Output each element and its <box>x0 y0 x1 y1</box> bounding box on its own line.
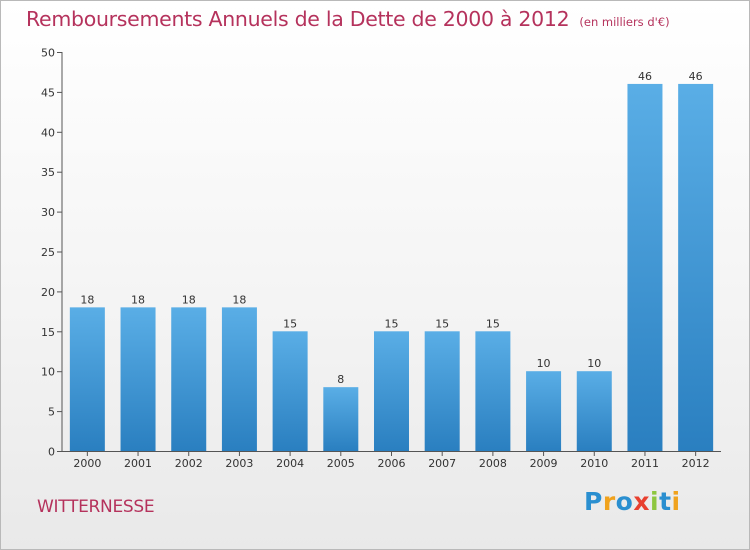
bar-2000 <box>69 307 105 451</box>
value-label: 18 <box>232 293 246 306</box>
bar-2003 <box>221 307 257 451</box>
value-label: 18 <box>182 293 196 306</box>
value-label: 15 <box>283 317 297 330</box>
value-label: 46 <box>689 70 703 83</box>
x-tick-label: 2006 <box>378 457 406 470</box>
brand-letter: P <box>584 487 603 516</box>
value-label: 18 <box>80 293 94 306</box>
y-tick-label: 30 <box>41 206 55 219</box>
x-tick-label: 2007 <box>428 457 456 470</box>
x-tick-label: 2003 <box>225 457 253 470</box>
y-tick-label: 15 <box>41 326 55 339</box>
value-label: 10 <box>587 357 601 370</box>
bar-2002 <box>171 307 207 451</box>
y-tick-label: 40 <box>41 126 55 139</box>
value-label: 15 <box>486 317 500 330</box>
bars-group: 18 18 18 18 15 8 15 15 15 10 10 46 46 <box>69 70 714 452</box>
x-tick-label: 2010 <box>580 457 608 470</box>
bar-2004 <box>272 331 308 451</box>
bar-2001 <box>120 307 156 451</box>
x-tick-label: 2009 <box>530 457 558 470</box>
proxiti-logo: Proxiti <box>584 487 681 516</box>
brand-letter: x <box>633 487 650 516</box>
y-tick-label: 45 <box>41 86 55 99</box>
chart-title: Remboursements Annuels de la Dette de 20… <box>26 7 670 31</box>
bar-2006 <box>374 331 409 451</box>
bar-2007 <box>424 331 460 451</box>
y-tick-label: 35 <box>41 166 55 179</box>
brand-letter: t <box>659 487 672 516</box>
x-axis: 2000 2001 2002 2003 2004 2005 2006 2007 2008 2009… <box>62 451 721 470</box>
y-tick-label: 25 <box>41 246 55 259</box>
x-tick-label: 2002 <box>175 457 203 470</box>
x-tick-label: 2001 <box>124 457 152 470</box>
y-tick-label: 0 <box>48 446 55 459</box>
brand-letter: r <box>602 487 616 516</box>
x-tick-label: 2012 <box>682 457 710 470</box>
x-tick-label: 2004 <box>276 457 304 470</box>
value-label: 46 <box>638 70 652 83</box>
bar-2011 <box>627 83 663 452</box>
value-label: 10 <box>537 357 551 370</box>
value-label: 8 <box>337 373 344 386</box>
x-tick-label: 2011 <box>631 457 659 470</box>
brand-letter: o <box>615 487 634 516</box>
commune-name: WITTERNESSE <box>37 497 155 517</box>
x-tick-label: 2005 <box>327 457 355 470</box>
y-tick-label: 50 <box>41 47 55 60</box>
x-tick-label: 2008 <box>479 457 507 470</box>
bar-2010 <box>576 371 612 451</box>
x-tick-label: 2000 <box>73 457 101 470</box>
brand-letter: i <box>650 487 660 516</box>
bar-2009 <box>526 371 562 451</box>
value-label: 18 <box>131 293 145 306</box>
brand-letter: i <box>671 487 681 516</box>
chart-subtitle: (en milliers d'€) <box>579 15 670 29</box>
value-label: 15 <box>385 317 399 330</box>
bar-2005 <box>323 387 359 451</box>
y-axis: 0 5 10 15 20 25 30 35 40 45 50 <box>41 47 63 459</box>
bar-2008 <box>475 331 511 451</box>
chart-title-text: Remboursements Annuels de la Dette de 20… <box>26 7 570 31</box>
y-tick-label: 5 <box>48 406 55 419</box>
y-tick-label: 10 <box>41 366 55 379</box>
value-label: 15 <box>435 317 449 330</box>
bar-2012 <box>678 83 714 452</box>
y-tick-label: 20 <box>41 286 55 299</box>
